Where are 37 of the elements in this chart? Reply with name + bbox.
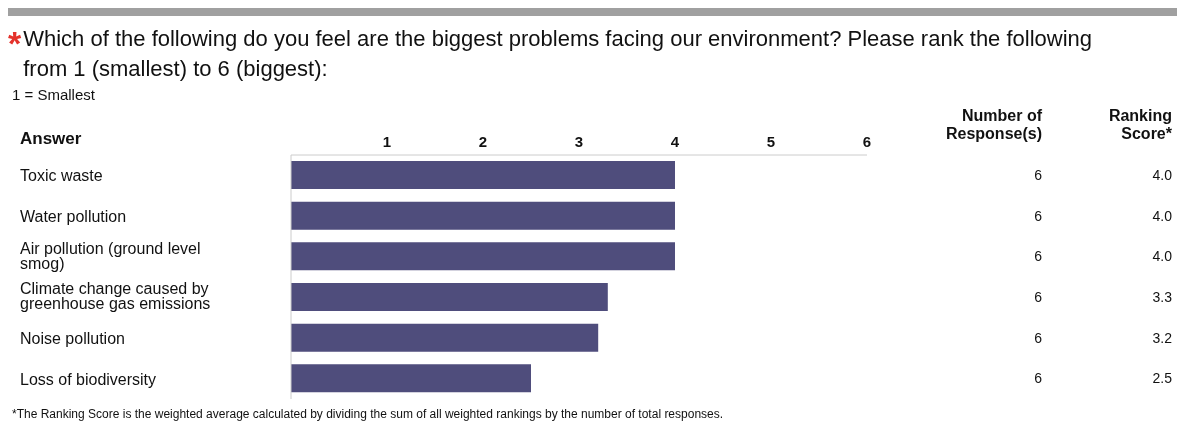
text: 6: [1034, 370, 1043, 387]
text: *: [8, 24, 22, 62]
x-tick-label: 2: [478, 133, 488, 150]
y-axis-title: Answer: [20, 129, 82, 149]
data-label: 4.0: [1152, 207, 1173, 224]
bar: [291, 283, 608, 311]
text: 6: [1034, 207, 1043, 224]
text: 1 = Smallest: [12, 86, 96, 103]
chart-title: Which of the following do you feel are the biggest problems facing our environment? Please rank the following from 1 (smallest) to 6 (biggest):: [23, 25, 1094, 83]
y-tick-label: Loss of biodiversity: [20, 370, 157, 388]
text: Number of Response(s): [944, 107, 1042, 143]
text: 6: [1034, 289, 1043, 305]
data-label: 3.2: [1152, 329, 1173, 346]
text: *The Ranking Score is the weighted average calculated by dividing the sum of all weighted rankings by the number of total responses.: [12, 407, 725, 421]
x-tick-label: 1: [382, 133, 392, 150]
data-label: 4.0: [1152, 248, 1173, 265]
x-tick-label: 4: [670, 133, 680, 150]
y-tick-label: Air pollution (ground level smog): [20, 239, 201, 272]
data-label: 4.0: [1152, 167, 1173, 183]
x-tick-label: 3: [574, 133, 584, 150]
bar: [291, 161, 675, 189]
y-tick-label: Noise pollution: [20, 330, 125, 347]
bar: [291, 323, 599, 352]
data-label: 2.5: [1152, 370, 1173, 387]
data-label: 3.3: [1152, 289, 1173, 305]
x-tick-label: 6: [862, 133, 872, 150]
bar: [291, 242, 675, 271]
text: Ranking Score*: [1107, 107, 1172, 143]
bar: [291, 201, 675, 230]
text: 6: [1034, 329, 1043, 346]
y-tick-label: Water pollution: [20, 208, 127, 225]
x-tick-label: 5: [766, 133, 776, 150]
y-tick-label: Toxic waste: [20, 167, 103, 185]
bar: [291, 364, 531, 393]
text: 6: [1034, 248, 1043, 265]
y-tick-label: Climate change caused by greenhouse gas emissions: [20, 280, 211, 313]
text: 6: [1034, 167, 1043, 183]
